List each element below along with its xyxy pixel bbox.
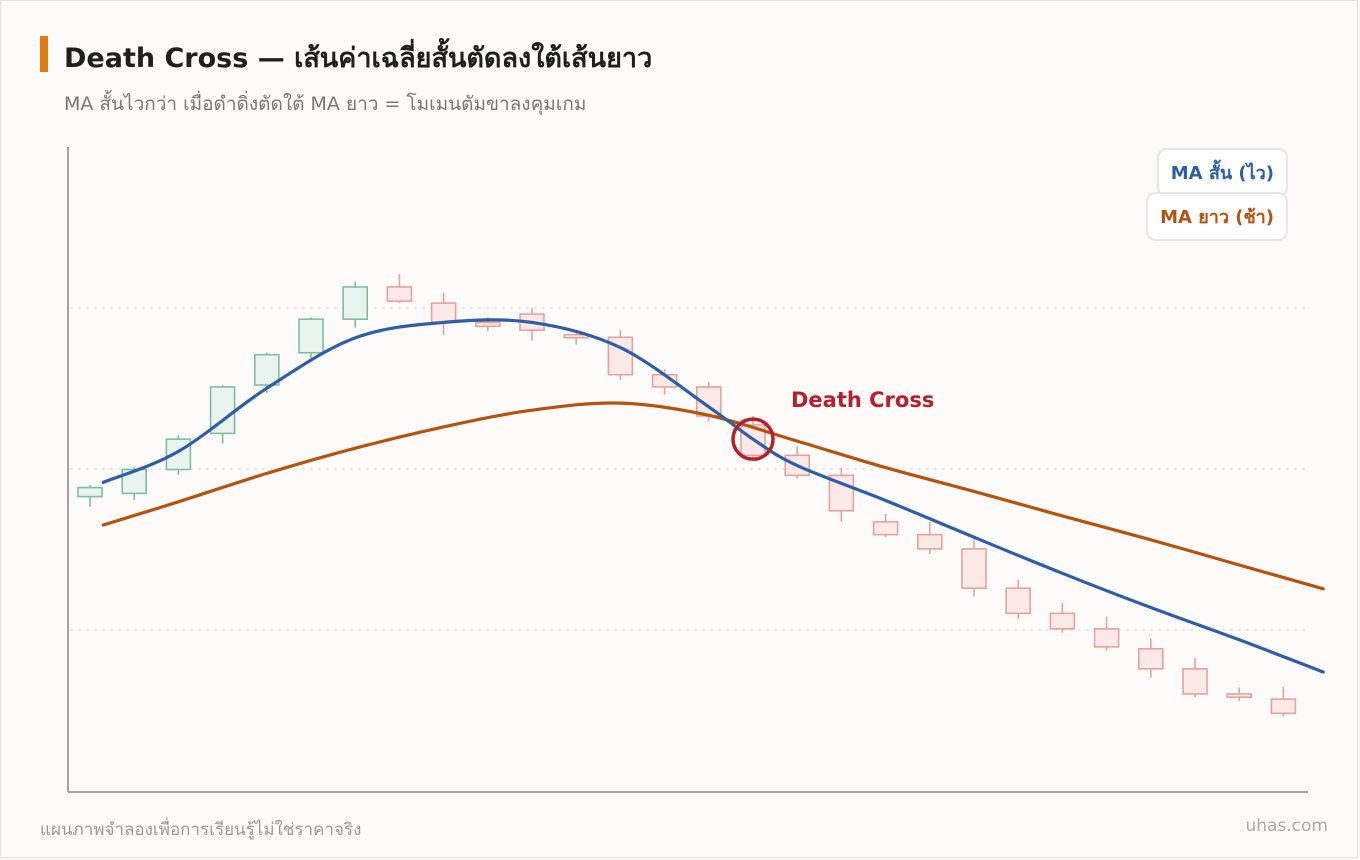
axes <box>67 147 1308 793</box>
candle-body <box>1270 698 1297 715</box>
candle-body <box>872 520 899 536</box>
candle-body <box>386 286 413 302</box>
candle <box>386 274 413 304</box>
candle <box>1049 603 1076 633</box>
footer-brand: uhas.com <box>1245 816 1328 836</box>
candle <box>607 330 634 380</box>
candles <box>77 274 1297 717</box>
candle-body <box>916 533 943 550</box>
candle <box>828 467 855 522</box>
short-ma-line <box>101 318 1325 674</box>
candle-body <box>254 353 280 386</box>
candle-body <box>1093 628 1120 648</box>
candle <box>1005 579 1032 619</box>
candle <box>1182 657 1208 698</box>
candle <box>916 521 943 554</box>
page-title: Death Cross — เส้นค่าเฉลี่ยสั้นตัดลงใต้เ… <box>64 43 653 74</box>
candle <box>254 352 280 393</box>
candle <box>872 514 899 538</box>
legend-short-ma: MA สั้น (ไว) <box>1156 148 1288 197</box>
death-cross-marker <box>731 417 775 461</box>
candle-body <box>77 486 103 498</box>
long-ma-line <box>101 401 1325 591</box>
candle <box>1270 686 1297 717</box>
candle-body <box>1182 668 1208 695</box>
footer-disclaimer: แผนภาพจำลองเพื่อการเรียนรู้ไม่ใช่ราคาจริ… <box>40 820 362 840</box>
candle-body <box>474 321 501 328</box>
legend-long-ma: MA ยาว (ช้า) <box>1146 192 1288 241</box>
title-accent-bar <box>40 36 48 72</box>
candle-body <box>1138 648 1164 670</box>
candle-body <box>1226 693 1252 698</box>
candle <box>430 292 457 335</box>
candle-body <box>430 302 457 324</box>
candle <box>298 317 324 361</box>
page-subtitle: MA สั้นไวกว่า เมื่อดำดิ่งตัดใต้ MA ยาว =… <box>64 93 587 115</box>
candle <box>1138 638 1164 678</box>
candle <box>1226 687 1252 702</box>
death-cross-label: Death Cross <box>791 388 934 412</box>
candle-body <box>1005 587 1032 615</box>
candle-body <box>298 318 324 354</box>
candle-body <box>1049 612 1076 630</box>
candle <box>77 484 103 507</box>
candle <box>1093 616 1120 651</box>
candle <box>961 537 987 597</box>
candle <box>342 281 369 328</box>
candle-body <box>342 286 369 321</box>
gridlines <box>70 307 1305 631</box>
candle-body <box>961 548 987 589</box>
